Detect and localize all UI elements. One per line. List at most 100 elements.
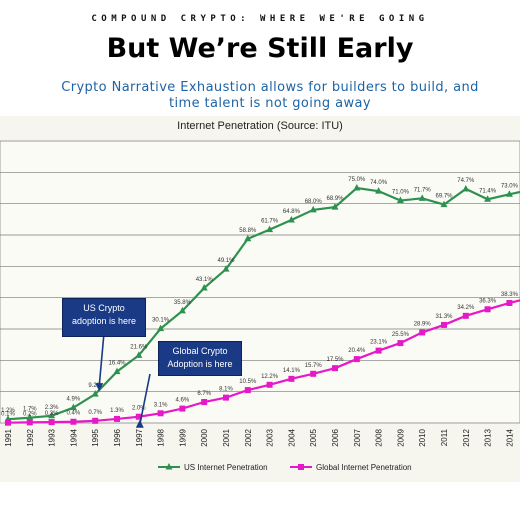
global-data-label: 38.3% <box>501 292 519 298</box>
global-data-point <box>288 375 295 382</box>
subtitle-line-2: time talent is not going away <box>169 96 371 111</box>
us-data-point <box>309 205 317 213</box>
global-data-point <box>310 370 317 377</box>
us-data-label: 35.8% <box>174 300 192 306</box>
x-tick-label: 2009 <box>396 428 405 446</box>
us-callout-arrowhead <box>95 383 104 392</box>
us-data-label: 4.9% <box>67 397 81 403</box>
x-tick-label: 2007 <box>353 428 362 446</box>
x-tick-label: 2013 <box>484 428 493 446</box>
us-data-point <box>505 190 513 197</box>
us-data-point <box>48 411 56 419</box>
x-tick-label: 2005 <box>309 428 318 446</box>
global-data-point <box>244 387 251 394</box>
us-data-label: 21.6% <box>130 344 148 350</box>
global-data-point <box>375 347 382 354</box>
us-data-label: 58.8% <box>239 228 257 234</box>
us-data-point <box>396 196 404 204</box>
global-data-label: 14.1% <box>283 368 301 374</box>
global-data-label: 0.3% <box>45 411 59 417</box>
us-data-label: 16.4% <box>108 361 126 367</box>
us-data-point <box>331 203 339 210</box>
global-data-point <box>332 365 338 372</box>
global-data-label: 36.3% <box>479 298 497 304</box>
us-callout-arrow <box>98 332 105 387</box>
global-data-label: 10.5% <box>239 379 257 385</box>
us-data-point <box>462 184 470 192</box>
us-callout-line-1: US Crypto <box>83 303 125 313</box>
x-tick-label: 2004 <box>287 428 296 446</box>
x-tick-label: 1999 <box>178 428 187 446</box>
x-tick-label: 2011 <box>440 428 449 446</box>
us-data-label: 9.2% <box>88 383 102 389</box>
us-data-label: 61.7% <box>261 219 279 225</box>
us-data-label: 1.7% <box>23 407 37 413</box>
global-data-point <box>92 417 99 424</box>
x-tick-label: 1997 <box>135 428 144 446</box>
x-tick-label: 2008 <box>375 428 384 446</box>
global-data-label: 34.2% <box>457 305 475 311</box>
global-data-point <box>70 418 77 425</box>
x-tick-label: 1995 <box>91 428 100 446</box>
global-data-point <box>201 399 208 406</box>
us-data-label: 49.1% <box>217 258 235 264</box>
us-data-point <box>91 390 99 397</box>
global-data-label: 4.6% <box>176 398 190 404</box>
us-data-label: 74.0% <box>370 180 388 186</box>
x-tick-label: 2001 <box>222 428 231 446</box>
global-data-point <box>397 340 404 347</box>
global-data-point <box>114 415 120 422</box>
us-data-point <box>113 367 121 375</box>
x-tick-label: 2002 <box>244 428 253 446</box>
global-callout-line-1: Global Crypto <box>172 346 228 356</box>
us-data-point <box>178 306 186 314</box>
us-data-label: 68.9% <box>326 196 344 202</box>
global-data-label: 0.2% <box>23 411 37 417</box>
x-tick-label: 1992 <box>26 428 35 446</box>
subtitle: Crypto Narrative Exhaustion allows for b… <box>10 80 520 112</box>
us-data-label: 71.7% <box>414 187 432 193</box>
us-data-label: 71.0% <box>392 190 410 196</box>
global-data-point <box>5 419 11 426</box>
us-data-point <box>200 283 208 291</box>
us-crypto-callout: US Crypto adoption is here <box>62 298 146 337</box>
global-callout-arrowhead <box>135 419 144 428</box>
kicker-text: COMPOUND CRYPTO: WHERE WE'RE GOING <box>91 14 429 24</box>
us-data-label: 74.7% <box>457 178 475 184</box>
us-data-label: 30.1% <box>152 318 170 324</box>
global-data-label: 15.7% <box>305 363 323 369</box>
global-data-label: 8.1% <box>219 387 233 393</box>
us-data-label: 69.7% <box>435 194 453 200</box>
us-data-point <box>484 195 492 202</box>
global-data-point <box>135 413 142 420</box>
global-data-point <box>223 394 229 401</box>
global-data-point <box>506 299 513 306</box>
global-data-label: 3.1% <box>154 402 168 408</box>
global-data-point <box>157 410 164 417</box>
global-data-label: 0.1% <box>1 412 15 418</box>
us-data-label: 2.3% <box>45 405 59 411</box>
us-data-label: 71.4% <box>479 188 497 194</box>
global-data-label: 23.1% <box>370 340 388 346</box>
global-data-label: 28.9% <box>414 321 432 327</box>
us-data-point <box>418 194 426 201</box>
x-tick-label: 1996 <box>113 428 122 446</box>
global-data-label: 17.5% <box>326 357 344 363</box>
global-data-label: 6.7% <box>197 391 211 397</box>
us-data-label: 68.0% <box>305 199 323 205</box>
us-data-label: 75.0% <box>348 177 366 183</box>
us-data-label: 43.1% <box>196 277 214 283</box>
x-tick-label: 1994 <box>69 428 78 446</box>
x-tick-label: 2006 <box>331 428 340 446</box>
global-crypto-callout: Global Crypto Adoption is here <box>158 341 242 376</box>
x-tick-label: 2003 <box>266 428 275 446</box>
x-tick-label: 1998 <box>157 428 166 446</box>
global-callout-arrow <box>139 373 151 425</box>
global-callout-line-2: Adoption is here <box>167 359 233 369</box>
legend-label-us: US Internet Penetration <box>184 463 268 472</box>
us-data-point <box>244 234 252 242</box>
global-data-label: 31.3% <box>435 314 453 320</box>
x-tick-label: 1993 <box>48 428 57 446</box>
global-data-point <box>26 419 33 426</box>
x-tick-label: 2000 <box>200 428 209 446</box>
